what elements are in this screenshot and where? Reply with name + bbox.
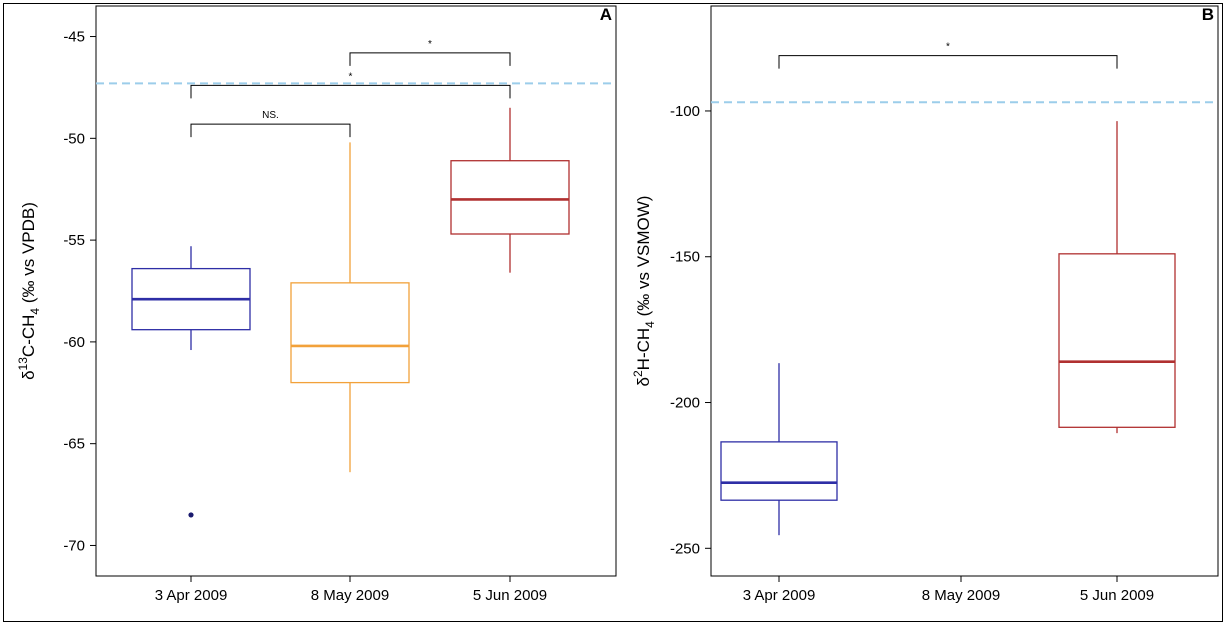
bracket-line bbox=[778, 55, 1118, 69]
y-tick-label: -55 bbox=[63, 232, 85, 249]
panel-a: A -45 -50 -55 -60 -65 -70 3 Apr 2009 8 May 2009 5… bbox=[16, 5, 617, 604]
significance-bracket: * bbox=[190, 71, 511, 99]
y-axis-label-part: 13 bbox=[16, 357, 30, 371]
y-tick-label: -70 bbox=[63, 537, 85, 554]
box-5-jun-2009 bbox=[1058, 121, 1176, 434]
box-3-apr-2009 bbox=[131, 246, 251, 518]
plot-area bbox=[710, 5, 1219, 577]
panel-label: A bbox=[600, 5, 612, 24]
y-axis-label-part: (‰ vs VSMOW) bbox=[634, 196, 653, 322]
iqr-box bbox=[450, 160, 570, 235]
iqr-box bbox=[1058, 253, 1176, 428]
iqr-box bbox=[290, 282, 410, 384]
x-tick-label: 5 Jun 2009 bbox=[473, 587, 547, 604]
significance-bracket: * bbox=[778, 42, 1118, 69]
box-3-apr-2009 bbox=[720, 363, 838, 536]
y-axis-label-part: 4 bbox=[643, 321, 657, 328]
y-tick-label: -50 bbox=[63, 130, 85, 147]
y-tick-label: -100 bbox=[670, 103, 700, 120]
y-tick-label: -65 bbox=[63, 436, 85, 453]
y-tick-label: -150 bbox=[670, 249, 700, 266]
panel-b: B -100 -150 -200 -250 3 Apr 2009 8 May 2009 5 J… bbox=[631, 5, 1219, 604]
y-axis-label-part: C-CH bbox=[19, 315, 38, 358]
figure-frame bbox=[3, 3, 1223, 622]
y-axis-label-part: 4 bbox=[28, 308, 42, 315]
y-tick-label: -45 bbox=[63, 29, 85, 46]
y-axis-label-part: 2 bbox=[631, 370, 645, 377]
x-tick-label: 8 May 2009 bbox=[922, 587, 1000, 604]
y-tick-label: -200 bbox=[670, 395, 700, 412]
box-5-jun-2009 bbox=[450, 107, 570, 273]
x-tick-label: 8 May 2009 bbox=[311, 587, 389, 604]
bracket-line bbox=[190, 123, 351, 138]
bracket-label: * bbox=[428, 39, 432, 50]
x-tick-label: 3 Apr 2009 bbox=[743, 587, 816, 604]
plot-area bbox=[95, 5, 617, 577]
bracket-label: NS. bbox=[262, 110, 279, 121]
outlier-point bbox=[188, 512, 194, 518]
significance-bracket: * bbox=[349, 39, 511, 66]
panel-label: B bbox=[1202, 5, 1214, 24]
significance-bracket: NS. bbox=[190, 110, 351, 138]
y-axis-label-part: (‰ vs VPDB) bbox=[19, 202, 38, 308]
y-tick-label: -250 bbox=[670, 540, 700, 557]
y-axis-label: δ2H-CH4 (‰ vs VSMOW) bbox=[631, 196, 657, 387]
bracket-label: * bbox=[349, 71, 353, 82]
bracket-line bbox=[190, 84, 511, 99]
y-tick-label: -60 bbox=[63, 334, 85, 351]
y-axis-label-part: δ bbox=[634, 377, 653, 386]
bracket-line bbox=[349, 52, 511, 66]
x-tick-label: 5 Jun 2009 bbox=[1080, 587, 1154, 604]
box-8-may-2009 bbox=[290, 142, 410, 473]
x-tick-label: 3 Apr 2009 bbox=[155, 587, 228, 604]
y-axis-label-part: H-CH bbox=[634, 328, 653, 371]
iqr-box bbox=[720, 441, 838, 501]
y-axis-label-part: δ bbox=[19, 370, 38, 379]
y-axis-label: δ13C-CH4 (‰ vs VPDB) bbox=[16, 202, 42, 380]
bracket-label: * bbox=[946, 42, 950, 53]
